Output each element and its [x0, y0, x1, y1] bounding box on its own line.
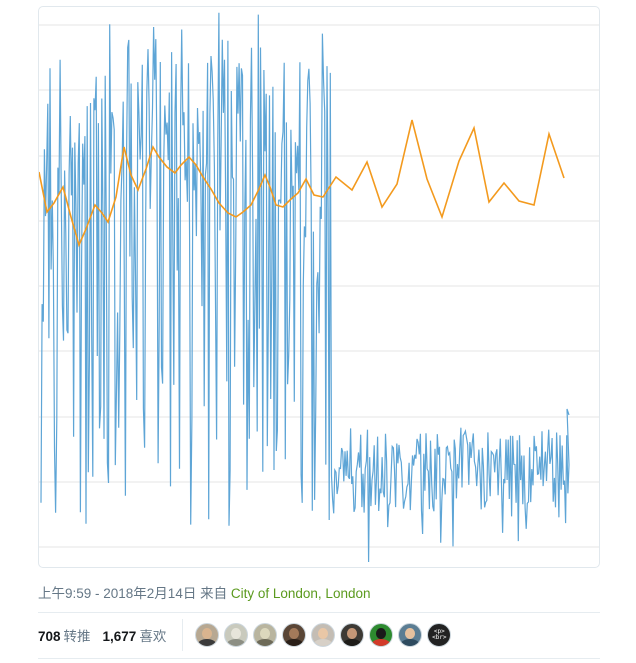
avatar-face [405, 628, 416, 639]
avatar-shoulders [314, 639, 333, 646]
avatar-sticker-icon[interactable] [253, 623, 278, 647]
avatar-person-icon[interactable] [340, 623, 365, 647]
tweet-stats: 708 转推 1,677 喜欢 <p> <br> [38, 612, 600, 658]
avatar-shoulders [343, 639, 362, 646]
avatar-person-icon[interactable] [195, 623, 220, 647]
avatar-face [260, 628, 271, 639]
orange-series-line [39, 119, 565, 248]
tweet-meta: 上午9:59 - 2018年2月14日 来自 City of London, L… [38, 582, 370, 602]
likes-stat[interactable]: 1,677 喜欢 [103, 625, 167, 645]
avatar-face [318, 628, 329, 639]
divider-bottom [38, 658, 600, 659]
retweets-count: 708 [38, 629, 61, 644]
tweet-location[interactable]: City of London, London [230, 586, 371, 601]
avatar-shoulders [285, 639, 304, 646]
tweet-timestamp[interactable]: 上午9:59 - 2018年2月14日 [38, 586, 197, 601]
likes-count: 1,677 [102, 629, 137, 644]
chart-image[interactable] [38, 6, 600, 568]
line-chart [39, 12, 599, 563]
avatar-face [202, 628, 213, 639]
retweets-label: 转推 [63, 629, 91, 644]
retweets-stat[interactable]: 708 转推 [38, 625, 91, 645]
avatar-face [347, 628, 358, 639]
from-label: 来自 [200, 586, 228, 601]
code-glyph: <p> <br> [432, 628, 447, 641]
avatar-person-icon[interactable] [282, 623, 307, 647]
avatar-person-icon[interactable] [398, 623, 423, 647]
avatar-face [231, 628, 242, 639]
avatar-shoulders [372, 639, 391, 646]
avatar-ornament-icon[interactable] [224, 623, 249, 647]
stats-separator [182, 619, 184, 651]
avatar-face [376, 628, 387, 639]
liker-avatars: <p> <br> [195, 623, 456, 647]
avatar-person-icon[interactable] [311, 623, 336, 647]
likes-label: 喜欢 [139, 629, 167, 644]
avatar-face [289, 628, 300, 639]
avatar-shoulders [227, 639, 246, 646]
avatar-shoulders [198, 639, 217, 646]
avatar-code-icon[interactable]: <p> <br> [427, 623, 452, 647]
avatar-shoulders [256, 639, 275, 646]
divider-top [38, 612, 600, 613]
avatar-cat-icon[interactable] [369, 623, 394, 647]
blue-series-line [40, 12, 570, 563]
avatar-shoulders [401, 639, 420, 646]
